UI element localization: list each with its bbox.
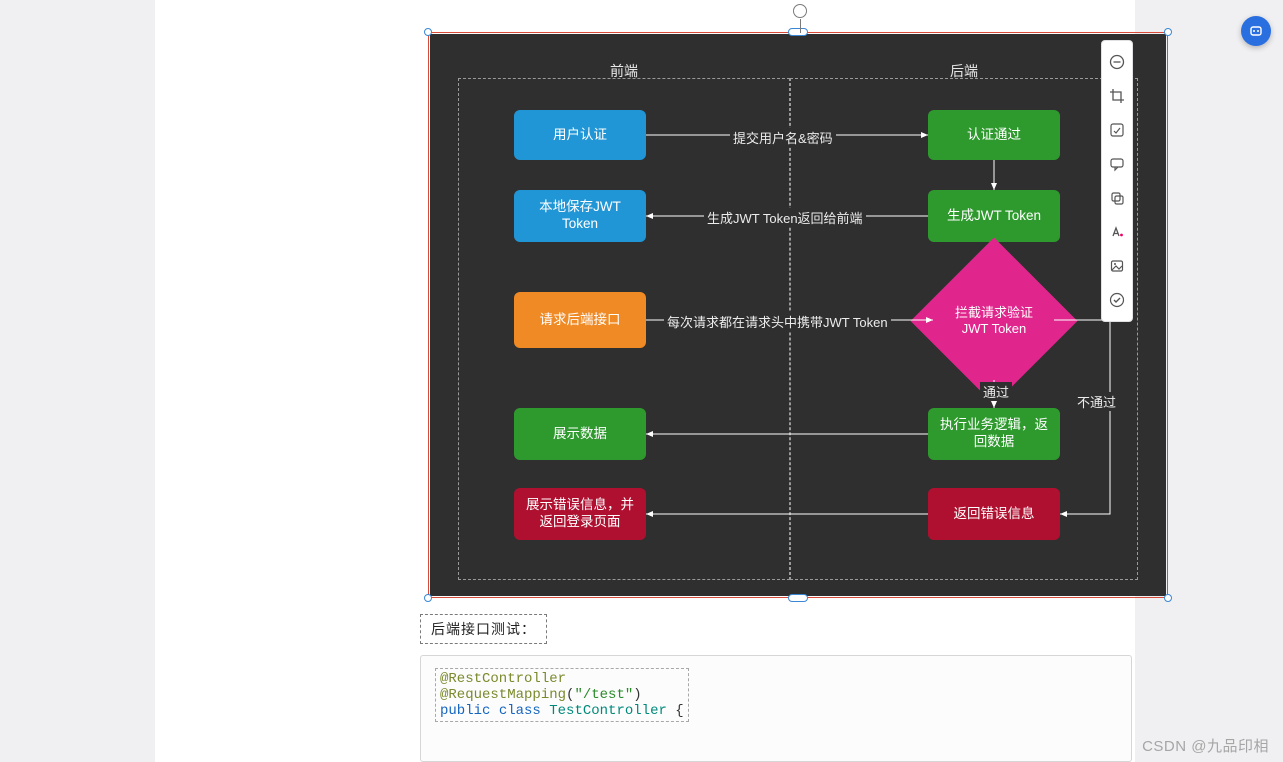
node-gen-jwt[interactable]: 生成JWT Token — [928, 190, 1060, 242]
text-style-icon[interactable] — [1102, 215, 1132, 249]
edge-label-carry-jwt: 每次请求都在请求头中携带JWT Token — [664, 312, 891, 331]
document-page: 前端 后端 用户认证 本地保存JWT Token 请求后端接口 展示数据 展示错… — [155, 0, 1135, 762]
node-return-error[interactable]: 返回错误信息 — [928, 488, 1060, 540]
node-show-error[interactable]: 展示错误信息，并返回登录页面 — [514, 488, 646, 540]
swimlane-backend-title: 后端 — [791, 61, 1137, 81]
code-class-name: TestController — [549, 703, 667, 719]
edge-label-submit: 提交用户名&密码 — [730, 128, 836, 147]
assistant-button[interactable] — [1241, 16, 1271, 46]
section-caption[interactable]: 后端接口测试： — [420, 614, 547, 644]
assistant-icon — [1248, 23, 1264, 39]
node-request-backend[interactable]: 请求后端接口 — [514, 292, 646, 348]
node-exec-logic[interactable]: 执行业务逻辑，返回数据 — [928, 408, 1060, 460]
resize-handle-bottom[interactable] — [788, 594, 808, 602]
image-toolbar — [1101, 40, 1133, 322]
node-intercept-line1: 拦截请求验证 — [955, 305, 1033, 320]
flowchart-canvas[interactable]: 前端 后端 用户认证 本地保存JWT Token 请求后端接口 展示数据 展示错… — [430, 34, 1166, 596]
resize-handle-top[interactable] — [788, 28, 808, 36]
zoom-out-icon[interactable] — [1102, 45, 1132, 79]
resize-handle-tl[interactable] — [424, 28, 432, 36]
watermark: CSDN @九品印相 — [1142, 735, 1269, 756]
edit-icon[interactable] — [1102, 113, 1132, 147]
node-intercept-line2: JWT Token — [962, 321, 1027, 336]
resize-handle-tr[interactable] — [1164, 28, 1172, 36]
edge-label-return-jwt: 生成JWT Token返回给前端 — [704, 208, 866, 227]
code-kw-public: public — [440, 703, 490, 719]
comment-icon[interactable] — [1102, 147, 1132, 181]
rotate-handle[interactable] — [793, 4, 807, 18]
image-icon[interactable] — [1102, 249, 1132, 283]
node-show-data[interactable]: 展示数据 — [514, 408, 646, 460]
code-selection: @RestController @RequestMapping("/test")… — [435, 668, 689, 722]
code-annotation-1: @RestController — [440, 671, 566, 687]
code-string: "/test" — [574, 687, 633, 703]
code-kw-class: class — [499, 703, 541, 719]
node-intercept-verify[interactable]: 拦截请求验证 JWT Token — [935, 262, 1053, 380]
node-user-auth[interactable]: 用户认证 — [514, 110, 646, 160]
edge-label-pass: 通过 — [980, 382, 1012, 401]
resize-handle-bl[interactable] — [424, 594, 432, 602]
resize-handle-br[interactable] — [1164, 594, 1172, 602]
check-icon[interactable] — [1102, 283, 1132, 317]
swimlane-frontend-title: 前端 — [459, 61, 789, 81]
code-block[interactable]: @RestController @RequestMapping("/test")… — [420, 655, 1132, 762]
node-auth-pass[interactable]: 认证通过 — [928, 110, 1060, 160]
copy-icon[interactable] — [1102, 181, 1132, 215]
node-save-jwt[interactable]: 本地保存JWT Token — [514, 190, 646, 242]
code-annotation-2: @RequestMapping — [440, 687, 566, 703]
edge-label-fail: 不通过 — [1074, 392, 1119, 411]
crop-icon[interactable] — [1102, 79, 1132, 113]
